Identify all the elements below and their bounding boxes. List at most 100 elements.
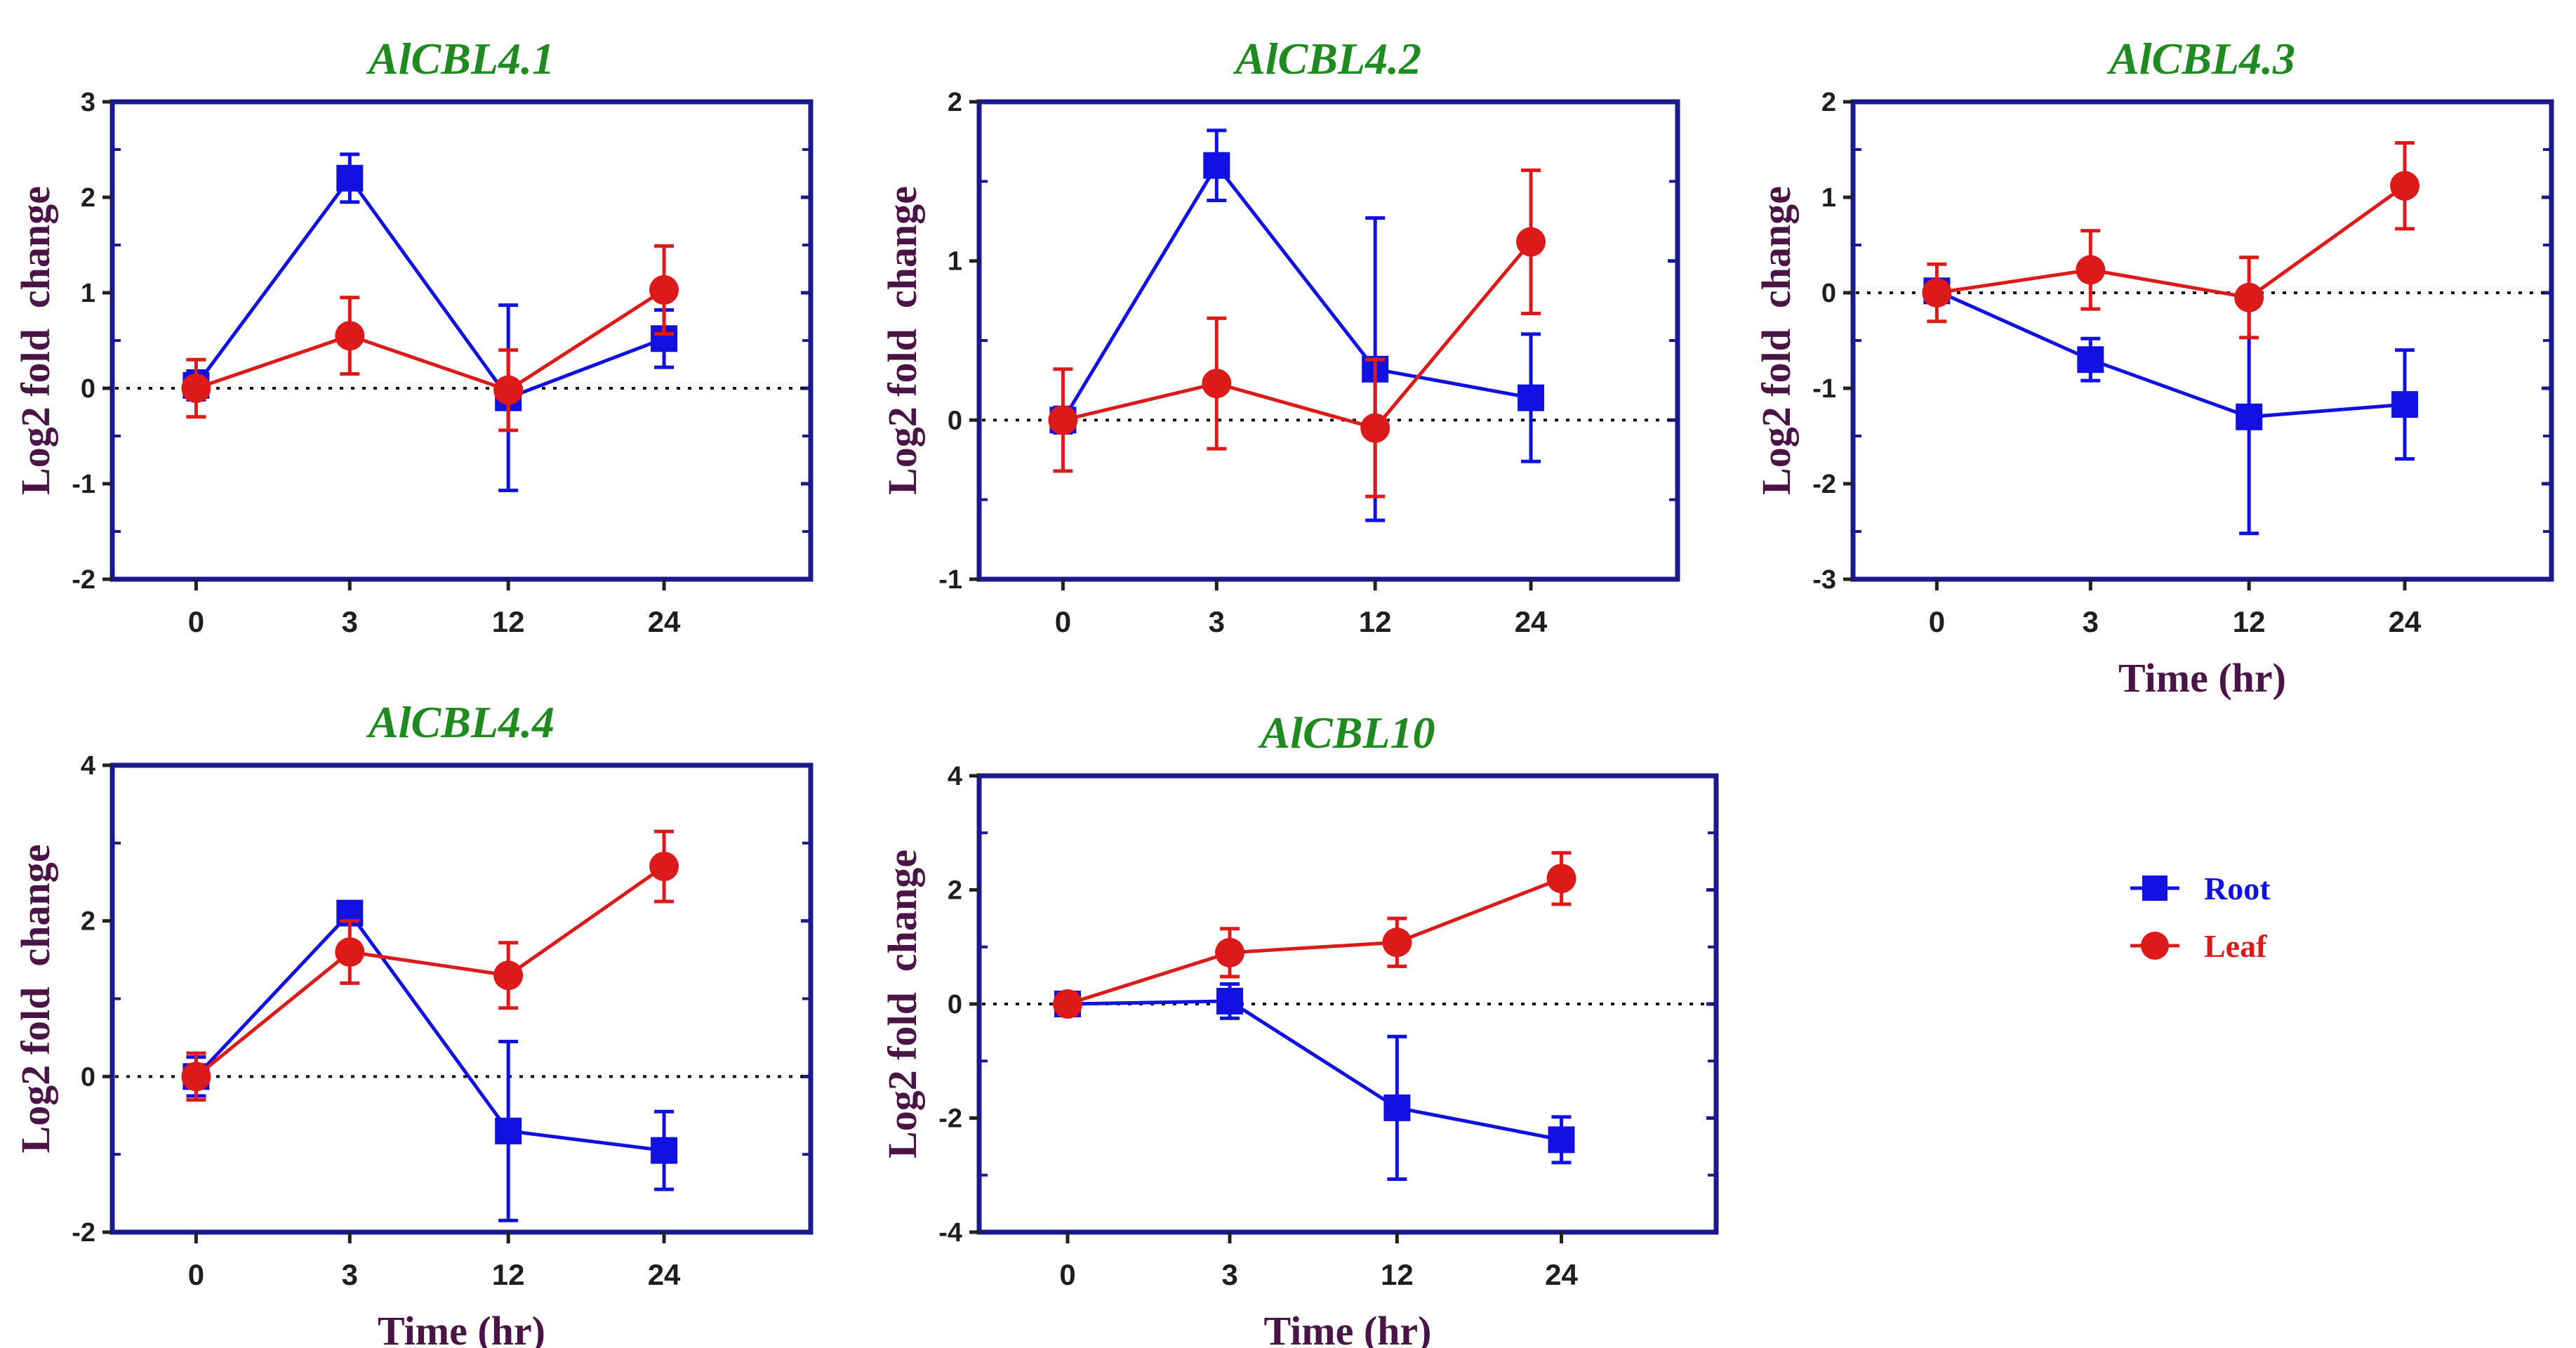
data-point-leaf — [1516, 227, 1546, 257]
x-tick-label: 24 — [1515, 605, 1548, 638]
y-tick-label: 2 — [81, 907, 95, 937]
y-tick-label: 0 — [948, 990, 962, 1019]
data-point-leaf — [649, 275, 679, 305]
series-root — [1054, 982, 1575, 1181]
data-point-root — [2236, 403, 2263, 430]
x-tick-label: 3 — [1209, 605, 1225, 638]
series-line-root — [194, 175, 665, 400]
series-leaf — [181, 829, 679, 1102]
y-tick-label: -2 — [938, 1104, 962, 1134]
series-leaf — [181, 244, 679, 432]
data-point-leaf — [493, 375, 524, 405]
legend-marker-root — [2142, 875, 2167, 901]
x-tick-label: 12 — [1359, 605, 1392, 638]
y-tick-label: -1 — [72, 470, 95, 499]
series-leaf — [1048, 168, 1546, 498]
data-point-root — [1383, 1094, 1411, 1121]
chart-title: AlCBL4.1 — [366, 34, 555, 84]
y-tick-label: 4 — [948, 762, 962, 791]
y-tick-label: 3 — [81, 88, 95, 117]
series-root — [1049, 128, 1545, 522]
data-point-leaf — [181, 1062, 211, 1092]
data-point-leaf — [335, 321, 365, 351]
y-axis-label: Log2 fold change — [13, 186, 58, 495]
y-tick-label: 1 — [948, 247, 962, 277]
y-tick-label: -2 — [72, 1218, 95, 1248]
y-tick-label: 0 — [81, 1062, 95, 1092]
x-tick-label: 0 — [1059, 1258, 1075, 1291]
x-tick-label: 3 — [342, 605, 358, 638]
y-tick-label: -1 — [938, 565, 962, 595]
legend-label-leaf: Leaf — [2204, 928, 2267, 964]
series-line-leaf — [195, 288, 665, 392]
y-axis-label: Log2 fold change — [879, 850, 925, 1158]
data-point-root — [651, 1137, 678, 1164]
plot-frame — [109, 762, 814, 1235]
legend-marker-leaf — [2141, 932, 2169, 960]
plot-frame — [109, 99, 814, 582]
data-point-root — [1518, 384, 1545, 411]
y-tick-label: 4 — [81, 751, 95, 781]
data-point-leaf — [335, 937, 365, 967]
x-axis-label: Time (hr) — [378, 1308, 545, 1348]
data-point-leaf — [1382, 927, 1412, 958]
series-line-leaf — [194, 865, 665, 1078]
series-root — [182, 899, 678, 1222]
x-tick-label: 3 — [342, 1258, 358, 1291]
y-tick-label: -2 — [72, 565, 95, 595]
y-tick-label: 0 — [948, 406, 962, 435]
data-point-leaf — [181, 374, 211, 403]
x-tick-label: 3 — [1221, 1258, 1237, 1291]
data-point-root — [2391, 391, 2419, 418]
y-tick-label: 1 — [81, 279, 95, 308]
x-tick-label: 24 — [1545, 1258, 1578, 1291]
data-point-root — [495, 1117, 522, 1144]
data-point-root — [2077, 346, 2104, 374]
y-tick-label: 2 — [948, 876, 962, 906]
legend: Root Leaf — [2130, 871, 2271, 964]
x-tick-label: 3 — [2083, 605, 2099, 638]
data-point-leaf — [1053, 989, 1082, 1019]
series-leaf — [1922, 140, 2420, 340]
series-root — [1923, 277, 2419, 536]
chart-title: AlCBL4.4 — [366, 697, 555, 747]
series-line-leaf — [1062, 240, 1532, 430]
series-line-leaf — [1937, 184, 2406, 300]
y-axis-label: Log2 fold change — [1753, 186, 1799, 495]
x-axis-label: Time (hr) — [2118, 655, 2286, 701]
y-tick-label: 2 — [81, 183, 95, 213]
series-line-root — [1067, 999, 1562, 1142]
series-line-root — [1061, 162, 1532, 421]
chart-title: AlCBL4.3 — [2106, 34, 2295, 84]
series-line-leaf — [1067, 876, 1562, 1006]
data-point-root — [1203, 152, 1230, 179]
x-tick-label: 0 — [188, 1258, 204, 1291]
x-tick-label: 0 — [188, 605, 204, 638]
y-tick-label: -2 — [1812, 470, 1836, 499]
y-tick-label: 2 — [948, 88, 962, 117]
data-point-leaf — [1922, 278, 1952, 308]
series-line-root — [1936, 289, 2405, 419]
y-tick-label: 1 — [1821, 183, 1836, 213]
plot-frame — [1850, 99, 2554, 582]
data-point-leaf — [493, 960, 524, 991]
series-leaf — [1053, 851, 1576, 1019]
series-root — [182, 152, 678, 493]
chart-title: AlCBL4.2 — [1233, 34, 1421, 84]
y-axis-label: Log2 fold change — [879, 186, 925, 495]
x-tick-label: 0 — [1929, 605, 1945, 638]
data-point-leaf — [2234, 282, 2264, 312]
x-tick-label: 12 — [2233, 605, 2266, 638]
x-tick-label: 12 — [492, 1258, 525, 1291]
plot-frame — [976, 99, 1680, 582]
y-axis-label: Log2 fold change — [13, 845, 58, 1154]
data-point-root — [1216, 987, 1243, 1015]
data-point-leaf — [2390, 171, 2420, 201]
y-tick-label: 0 — [81, 374, 95, 404]
data-point-leaf — [1048, 405, 1078, 435]
legend-label-root: Root — [2204, 871, 2271, 906]
